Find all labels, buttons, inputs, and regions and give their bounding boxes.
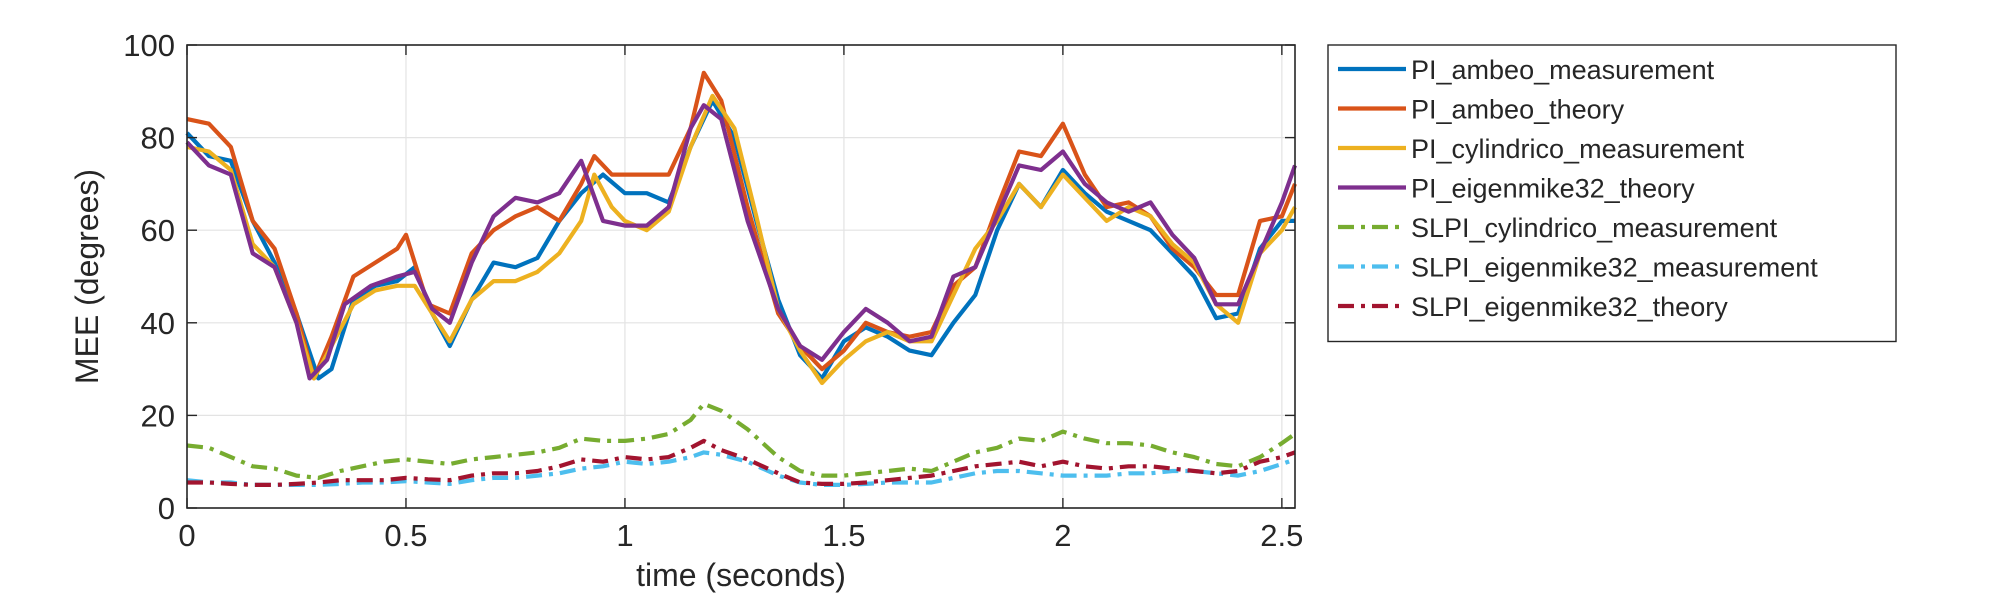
ticks: 0 0.5 1 1.5 2 2.5 0 20 40 60 80 100	[123, 28, 1303, 553]
x-tick-label: 0	[178, 518, 195, 553]
legend-box	[1327, 44, 1897, 343]
y-tick-label: 40	[141, 306, 175, 341]
y-tick-label: 20	[141, 398, 175, 433]
x-tick-label: 1.5	[822, 518, 865, 553]
y-tick-label: 60	[141, 213, 175, 248]
plot-area	[185, 70, 1297, 487]
y-axis-label: MEE (degrees)	[69, 169, 105, 384]
axes-box	[186, 44, 1296, 509]
legend-label: SLPI_eigenmike32_theory	[1411, 292, 1728, 322]
legend-label: SLPI_cylindrico_measurement	[1411, 213, 1778, 243]
x-tick-label: 1	[616, 518, 633, 553]
x-tick-label: 2	[1054, 518, 1071, 553]
series-line-PI_eigenmike32_theory	[185, 103, 1297, 381]
legend-label: SLPI_eigenmike32_measurement	[1411, 253, 1818, 283]
y-tick-label: 0	[158, 491, 175, 526]
x-tick-label: 0.5	[384, 518, 427, 553]
series-line-SLPI_eigenmike32_theory	[187, 438, 1296, 487]
legend-label: PI_cylindrico_measurement	[1411, 134, 1745, 164]
series-line-PI_ambeo_theory	[186, 70, 1297, 381]
legend-label: PI_eigenmike32_theory	[1411, 174, 1695, 204]
x-axis-label: time (seconds)	[636, 557, 846, 593]
y-tick-label: 100	[123, 28, 175, 63]
series-line-PI_cylindrico_measurement	[186, 93, 1297, 386]
y-tick-label: 80	[141, 121, 175, 156]
legend-label: PI_ambeo_measurement	[1411, 55, 1715, 85]
legend-label: PI_ambeo_theory	[1411, 95, 1625, 125]
series-line-SLPI_cylindrico_measurement	[186, 401, 1297, 480]
x-tick-label: 2.5	[1260, 518, 1303, 553]
legend: PI_ambeo_measurement PI_ambeo_theory PI_cy…	[1327, 44, 1897, 343]
series-line-SLPI_eigenmike32_measurement	[186, 450, 1296, 487]
